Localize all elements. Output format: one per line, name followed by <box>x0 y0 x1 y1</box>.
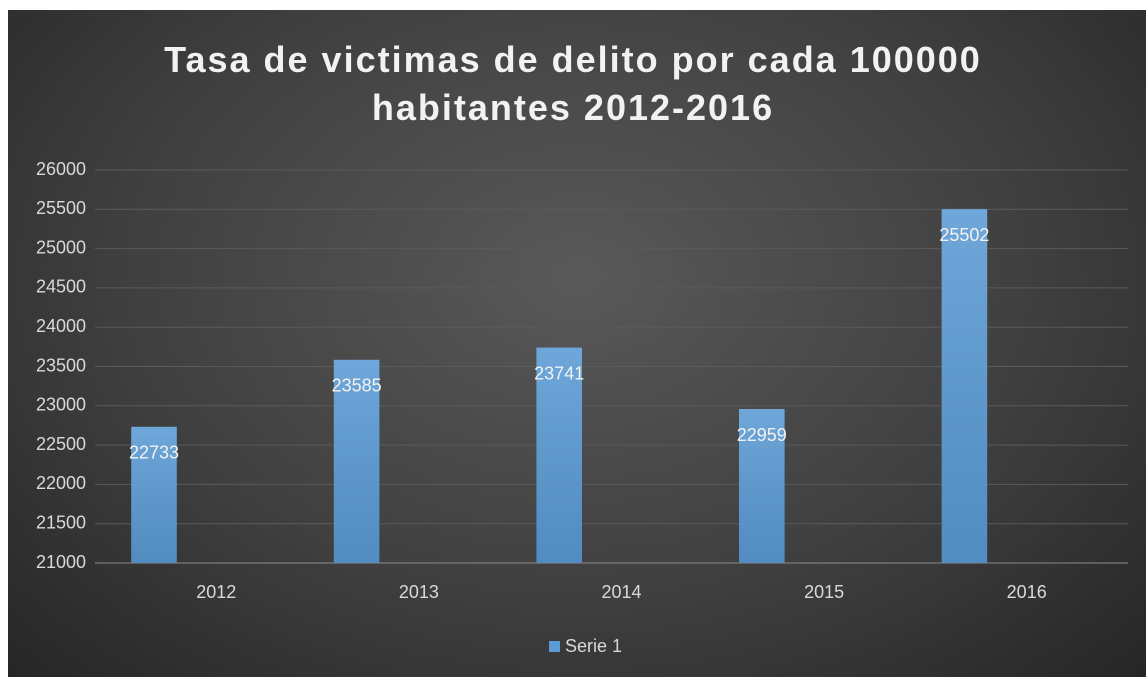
y-tick-label: 21000 <box>36 552 86 572</box>
data-label: 22959 <box>737 425 787 445</box>
y-tick-label: 23000 <box>36 395 86 415</box>
y-tick-label: 22500 <box>36 434 86 454</box>
y-tick-label: 23500 <box>36 355 86 375</box>
chart-title: Tasa de victimas de delito por cada 1000… <box>164 39 982 128</box>
y-tick-label: 24000 <box>36 316 86 336</box>
legend-label: Serie 1 <box>565 636 622 656</box>
y-tick-label: 25500 <box>36 198 86 218</box>
y-tick-label: 22000 <box>36 473 86 493</box>
x-tick-label: 2012 <box>196 582 236 602</box>
x-tick-label: 2015 <box>804 582 844 602</box>
y-tick-label: 24500 <box>36 277 86 297</box>
bar <box>941 209 988 563</box>
y-tick-label: 26000 <box>36 159 86 179</box>
x-tick-label: 2016 <box>1007 582 1047 602</box>
data-label: 22733 <box>129 443 179 463</box>
y-tick-label: 21500 <box>36 512 86 532</box>
data-label: 23585 <box>332 376 382 396</box>
data-label: 25502 <box>939 225 989 245</box>
x-tick-label: 2014 <box>601 582 641 602</box>
data-label: 23741 <box>534 363 584 383</box>
x-tick-label: 2013 <box>399 582 439 602</box>
y-tick-label: 25000 <box>36 237 86 257</box>
legend-swatch <box>549 641 560 652</box>
